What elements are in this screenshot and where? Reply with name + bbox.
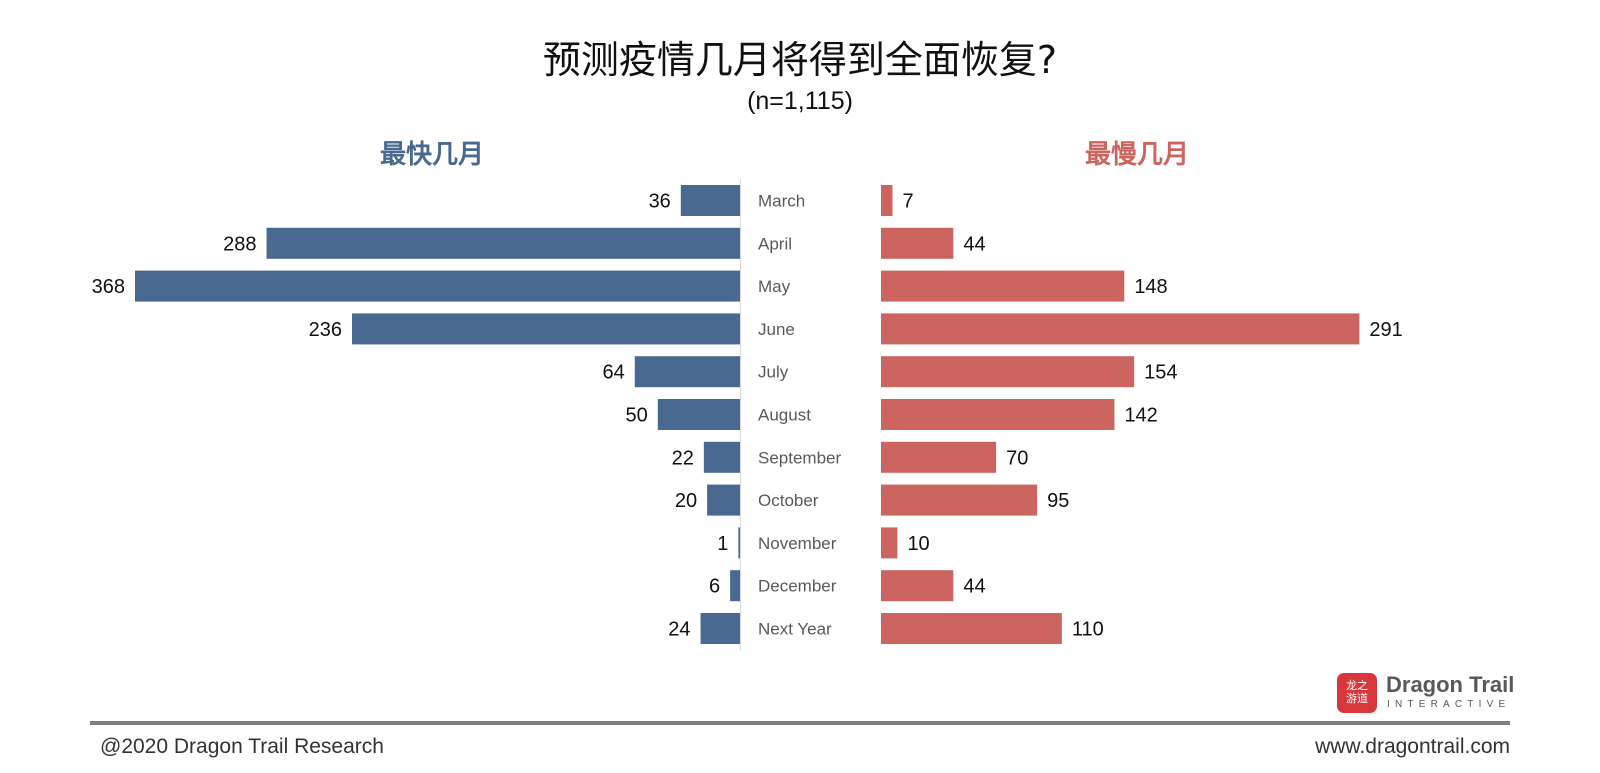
left-value-label: 20 (675, 490, 697, 512)
footer-copyright: @2020 Dragon Trail Research (100, 735, 384, 758)
right-bar-may (881, 270, 1125, 302)
footer-website-link[interactable]: www.dragontrail.com (1315, 735, 1510, 758)
left-value-label: 1 (717, 533, 728, 555)
left-bar-september (703, 441, 740, 473)
left-value-label: 64 (603, 362, 625, 384)
right-bar-june (881, 313, 1360, 345)
right-value-label: 154 (1144, 362, 1177, 384)
left-bar-august (657, 399, 740, 430)
category-label: September (758, 448, 841, 467)
left-bar-october (707, 484, 740, 516)
left-bar-june (352, 313, 740, 345)
dragon-trail-logo-mark: 龙之 游道 (1337, 673, 1377, 713)
right-value-label: 95 (1047, 490, 1069, 512)
left-bar-july (634, 356, 740, 388)
category-label: December (758, 577, 837, 596)
left-bar-november (738, 527, 740, 559)
left-bar-april (266, 227, 740, 259)
category-label: August (758, 406, 811, 425)
left-bar-december (730, 570, 740, 602)
chart-subtitle: (n=1,115) (747, 87, 853, 115)
chart-title: 预测疫情几月将得到全面恢复? (542, 38, 1058, 82)
right-value-label: 7 (903, 191, 914, 213)
category-label: May (758, 277, 791, 296)
left-value-label: 368 (92, 276, 125, 298)
left-value-label: 236 (309, 319, 342, 341)
right-bar-march (881, 185, 893, 216)
right-bar-july (881, 356, 1135, 388)
footer-divider (90, 721, 1510, 725)
right-bar-october (881, 484, 1038, 516)
left-value-label: 288 (223, 233, 256, 255)
right-bar-august (881, 399, 1115, 430)
logo-name: Dragon Trail (1386, 672, 1515, 697)
left-panel-title: 最快几月 (380, 140, 485, 170)
left-bar-march (680, 185, 740, 216)
left-value-label: 22 (672, 447, 694, 469)
category-label: April (758, 234, 792, 253)
right-value-label: 44 (963, 233, 985, 255)
right-value-label: 142 (1124, 405, 1157, 427)
left-value-label: 50 (626, 405, 648, 427)
dragon-trail-logo: 龙之 游道 Dragon Trail INTERACTIVE (1337, 672, 1515, 717)
left-value-label: 36 (649, 191, 671, 213)
logo-tagline: INTERACTIVE (1387, 699, 1511, 710)
category-label: July (758, 363, 789, 382)
left-bar-next-year (700, 613, 740, 644)
left-value-label: 6 (709, 576, 720, 598)
right-bar-december (881, 570, 954, 602)
right-bar-next-year (881, 613, 1062, 644)
left-value-label: 24 (668, 619, 690, 641)
right-bar-september (881, 441, 997, 473)
right-value-label: 10 (907, 533, 929, 555)
category-label: June (758, 320, 795, 339)
right-value-label: 148 (1134, 276, 1167, 298)
right-value-label: 110 (1072, 619, 1104, 641)
category-label: March (758, 192, 805, 211)
right-panel-title: 最慢几月 (1085, 140, 1190, 170)
category-label: Next Year (758, 620, 832, 639)
category-label: November (758, 534, 837, 553)
right-value-label: 70 (1006, 447, 1028, 469)
left-bar-may (135, 270, 740, 302)
right-value-label: 44 (963, 576, 985, 598)
right-value-label: 291 (1369, 319, 1402, 341)
category-label: October (758, 491, 819, 510)
right-bar-april (881, 227, 954, 259)
right-bar-november (881, 527, 898, 559)
